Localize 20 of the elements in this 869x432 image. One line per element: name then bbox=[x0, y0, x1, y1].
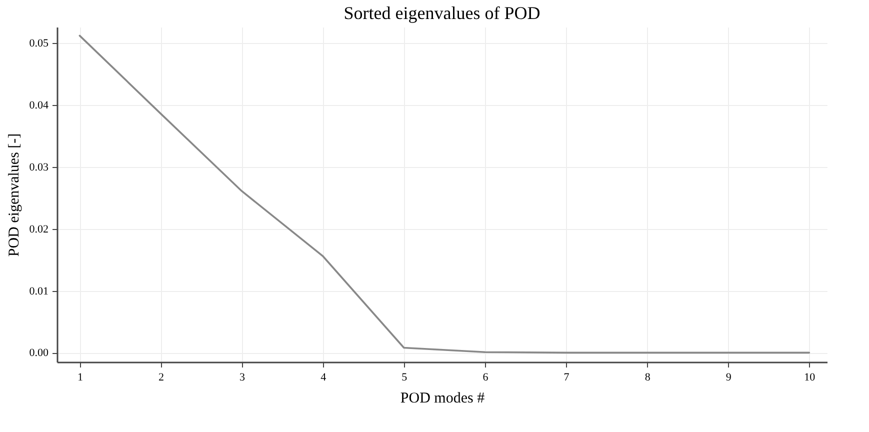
x-tick-label: 1 bbox=[77, 372, 83, 384]
y-tick-label: 0.01 bbox=[29, 285, 48, 298]
y-tick-label: 0.02 bbox=[29, 223, 48, 236]
line-series bbox=[78, 34, 810, 354]
y-tick-label: 0.00 bbox=[29, 347, 49, 360]
x-tick-label: 4 bbox=[320, 372, 327, 384]
x-tick-label: 5 bbox=[402, 372, 408, 384]
x-tick-label: 7 bbox=[564, 372, 570, 384]
chart-title: Sorted eigenvalues of POD bbox=[344, 3, 540, 23]
x-tick-label: 8 bbox=[644, 372, 651, 384]
y-tick-label: 0.05 bbox=[29, 38, 49, 50]
x-tick-label: 6 bbox=[482, 372, 489, 384]
x-tick-label: 2 bbox=[158, 372, 164, 384]
y-tick-label: 0.04 bbox=[29, 100, 49, 112]
y-tick-label: 0.03 bbox=[29, 161, 49, 174]
x-tick-label: 10 bbox=[804, 372, 816, 384]
x-axis-title: POD modes # bbox=[400, 390, 486, 406]
y-axis-title: POD eigenvalues [-] bbox=[6, 133, 22, 257]
x-tick-label: 9 bbox=[726, 372, 732, 384]
x-tick-label: 3 bbox=[240, 372, 246, 384]
